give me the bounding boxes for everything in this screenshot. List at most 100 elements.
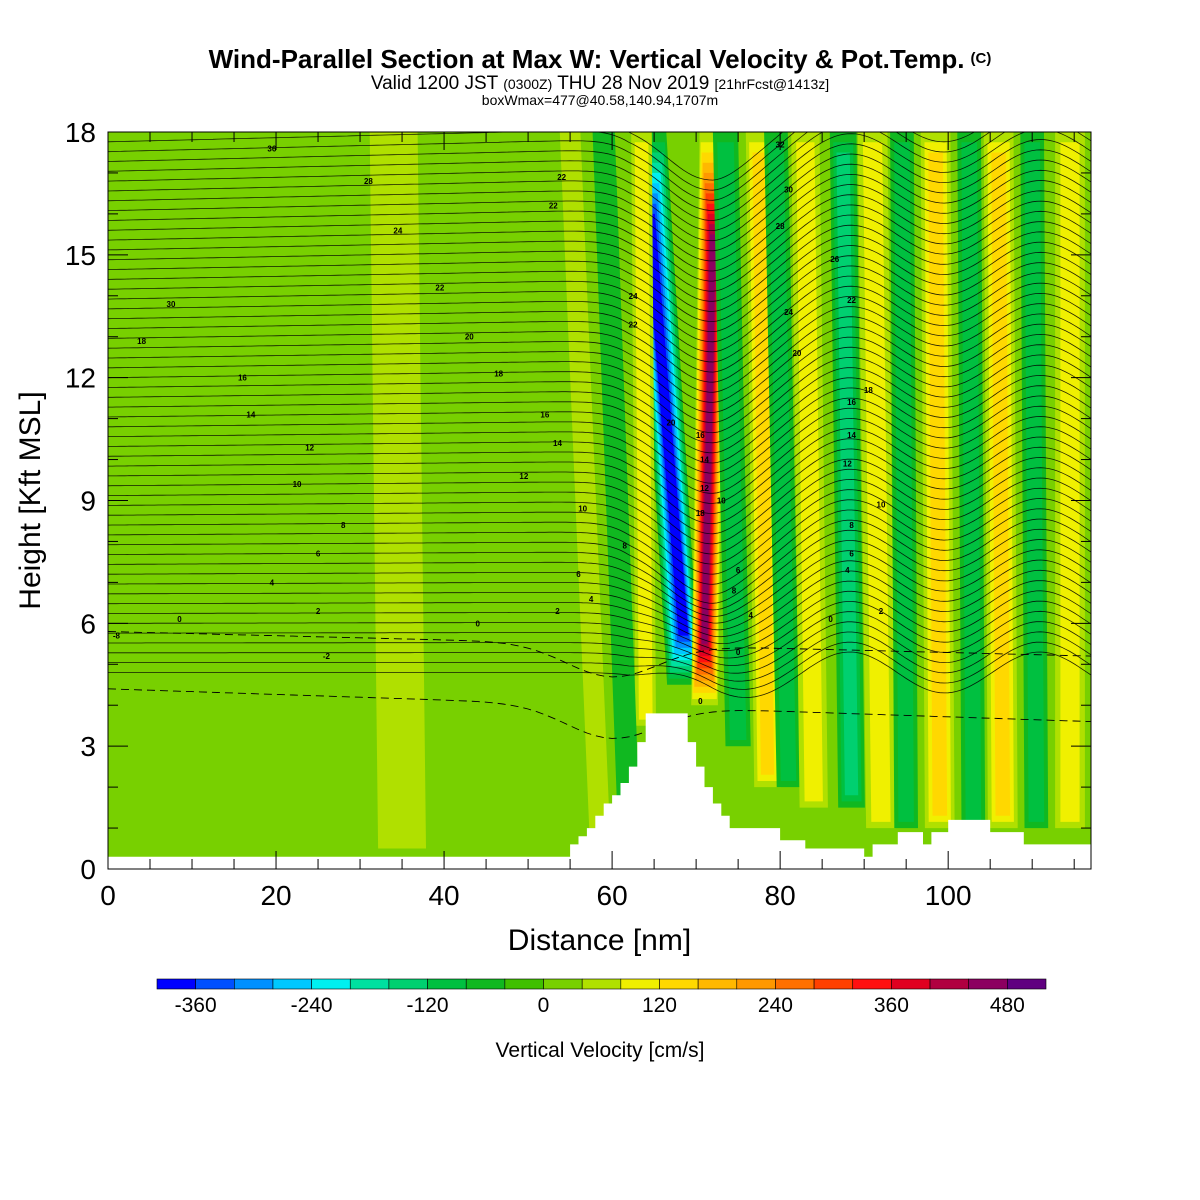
- contour-label-47: 22: [847, 296, 856, 305]
- contour-label-45: 28: [776, 222, 785, 231]
- contour-label-34: 14: [700, 456, 709, 465]
- contour-label-1: 28: [364, 177, 373, 186]
- isentrope-23: [108, 416, 1091, 504]
- w-band-1-11: [701, 234, 716, 644]
- colorbar-tick-360: 360: [874, 994, 909, 1017]
- contour-label-37: 18: [696, 509, 705, 518]
- forecast-info: [21hrFcst@1413z]: [714, 76, 830, 92]
- x-tick-label-40: 40: [428, 880, 459, 911]
- contour-label-40: 4: [749, 611, 754, 620]
- valid-zulu: (0300Z): [503, 76, 553, 92]
- isentrope-22: [108, 426, 1091, 515]
- contour-label-49: 20: [792, 349, 801, 358]
- contour-label-44: 30: [784, 185, 793, 194]
- contour-label-22: 6: [576, 570, 581, 579]
- isentrope-50: [108, 139, 1091, 232]
- contour-label-12: 8: [341, 521, 346, 530]
- contour-label-39: 8: [732, 587, 737, 596]
- isentrope-40: [108, 241, 1091, 333]
- isentrope-39: [108, 251, 1091, 343]
- contour-label-51: 16: [847, 398, 856, 407]
- contour-label-26: 14: [553, 439, 562, 448]
- contour-label-3: 22: [435, 284, 444, 293]
- colorbar-swatch-2: [234, 978, 274, 990]
- contour-label-54: 10: [877, 501, 886, 510]
- y-tick-label-3: 3: [80, 731, 96, 762]
- y-tick-label-0: 0: [80, 854, 96, 885]
- contour-label-28: 22: [549, 202, 558, 211]
- contour-label-15: 2: [316, 607, 321, 616]
- colorbar-swatch-13: [659, 978, 699, 990]
- isentrope-32: [108, 323, 1091, 413]
- contour-label-6: 30: [167, 300, 176, 309]
- contour-label-24: 10: [578, 505, 587, 514]
- isentrope-33: [108, 313, 1091, 403]
- y-tick-label-18: 18: [65, 117, 96, 148]
- contour-label-17: -8: [113, 632, 121, 641]
- colorbar-swatch-21: [968, 978, 1008, 990]
- contour-label-18: -2: [323, 652, 331, 661]
- y-axis-label: Height [Kft MSL]: [14, 391, 47, 609]
- isentrope-11: [108, 539, 1091, 617]
- isentrope-36: [108, 282, 1091, 373]
- isentrope-43: [108, 210, 1091, 302]
- copyright-mark: (C): [970, 50, 992, 67]
- isentrope-49: [108, 149, 1091, 242]
- isentrope-0: [108, 651, 1091, 698]
- isentrope-1: [108, 641, 1091, 690]
- colorbar-swatch-6: [388, 978, 428, 990]
- contour-label-20: 2: [555, 607, 560, 616]
- isentrope-37: [108, 272, 1091, 363]
- colorbar-swatch-15: [736, 978, 776, 990]
- colorbar-swatch-1: [195, 978, 235, 990]
- contour-label-53: 12: [843, 460, 852, 469]
- isentrope-12: [108, 528, 1091, 611]
- isentrope-7: [108, 580, 1091, 645]
- isentrope-35: [108, 292, 1091, 383]
- isentrope-53: [108, 132, 991, 201]
- colorbar-swatch-5: [349, 978, 390, 990]
- colorbar-tick-0: 0: [538, 994, 550, 1017]
- contour-label-10: 12: [305, 443, 314, 452]
- colorbar-swatch-20: [929, 978, 969, 990]
- plot-area: 36282422201830181614121086420-8-20246810…: [108, 132, 1091, 869]
- y-tick-label-9: 9: [80, 486, 96, 517]
- valid-date: THU 28 Nov 2019: [557, 73, 710, 94]
- x-axis-label: Distance [nm]: [508, 924, 691, 957]
- isentrope-48: [108, 159, 1091, 252]
- colorbar-swatch-17: [813, 978, 854, 990]
- colorbar-swatch-14: [697, 978, 738, 990]
- isentrope-15: [108, 498, 1091, 585]
- colorbar-tick-480: 480: [990, 994, 1025, 1017]
- colorbar-swatch-8: [465, 978, 506, 990]
- w-band-15-1: [592, 132, 640, 829]
- x-tick-label-80: 80: [765, 880, 796, 911]
- isentrope-6: [108, 590, 1091, 652]
- isentrope-4: [108, 610, 1091, 666]
- potential-temperature-contours: [108, 132, 1091, 739]
- colorbar-swatch-18: [852, 978, 892, 990]
- isentrope-29: [108, 354, 1091, 444]
- isentrope-19: [108, 457, 1091, 545]
- colorbar-tick-240: 240: [758, 994, 793, 1017]
- contour-label-55: 8: [849, 521, 854, 530]
- isentrope-45: [108, 190, 1091, 282]
- valid-prefix: Valid 1200 JST: [370, 73, 498, 94]
- colorbar-swatch-7: [427, 978, 467, 990]
- colorbar-swatch-9: [504, 978, 544, 990]
- isentrope-31: [108, 333, 1091, 424]
- isentrope-20: [108, 446, 1091, 535]
- colorbar-tick-120: 120: [642, 994, 677, 1017]
- w-band-16-1: [559, 132, 610, 829]
- contour-label-42: 0: [698, 697, 703, 706]
- contour-label-4: 20: [465, 333, 474, 342]
- y-tick-label-12: 12: [65, 363, 96, 394]
- colorbar-tick--120: -120: [407, 994, 449, 1017]
- w-band-7-2: [862, 142, 891, 822]
- colorbar-tick--360: -360: [175, 994, 217, 1017]
- contour-label-25: 12: [519, 472, 528, 481]
- contour-label-16: 0: [177, 615, 182, 624]
- box-info: boxWmax=477@40.58,140.94,1707m: [481, 92, 719, 108]
- contour-label-41: 0: [736, 648, 741, 657]
- isentrope-24: [108, 405, 1091, 494]
